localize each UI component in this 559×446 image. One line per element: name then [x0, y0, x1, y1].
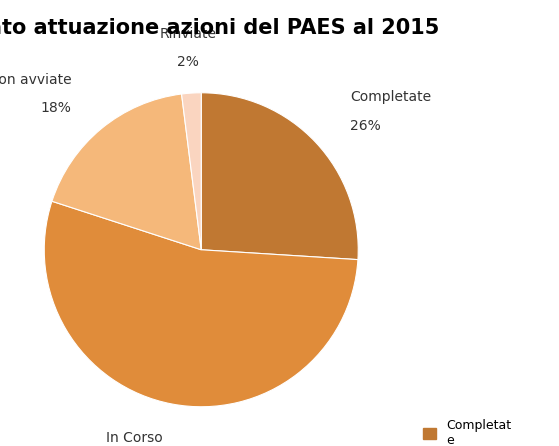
Text: Non avviate: Non avviate — [0, 73, 71, 87]
Text: 18%: 18% — [40, 101, 71, 115]
Text: Completate: Completate — [350, 91, 431, 104]
Wedge shape — [182, 93, 201, 250]
Text: 26%: 26% — [350, 119, 381, 133]
Text: In Corso: In Corso — [106, 431, 163, 445]
Wedge shape — [201, 93, 358, 260]
Legend: Completat
e, In Corso, Non
avviate: Completat e, In Corso, Non avviate — [423, 419, 511, 446]
Text: 2%: 2% — [178, 55, 200, 69]
Text: Rinviate: Rinviate — [160, 26, 217, 41]
Wedge shape — [44, 201, 358, 407]
Title: Stato attuazione azioni del PAES al 2015: Stato attuazione azioni del PAES al 2015 — [0, 18, 439, 38]
Wedge shape — [52, 94, 201, 250]
